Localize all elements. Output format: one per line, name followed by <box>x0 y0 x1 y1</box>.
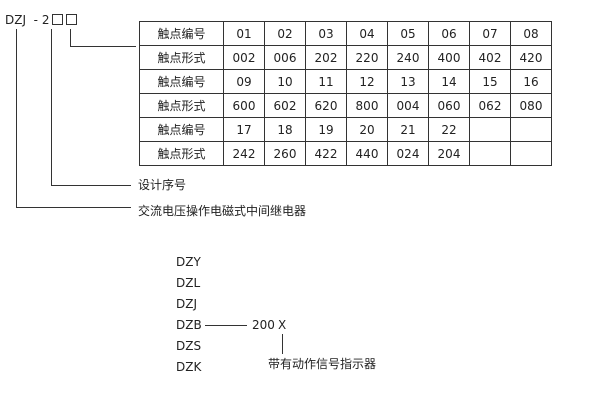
design-no-label: 设计序号 <box>138 178 187 192</box>
table-cell: 060 <box>428 93 470 118</box>
table-cell: 20 <box>346 117 388 142</box>
table-cell: 04 <box>346 21 388 46</box>
table-cell: 18 <box>264 117 306 142</box>
table-cell: 240 <box>387 45 429 70</box>
table-cell: 402 <box>469 45 511 70</box>
table-cell: 06 <box>428 21 470 46</box>
table-cell <box>469 117 511 142</box>
table-cell: 02 <box>264 21 306 46</box>
placeholder-box <box>52 14 64 25</box>
row-header: 触点编号 <box>139 117 224 142</box>
table-cell <box>469 141 511 166</box>
row-header: 触点形式 <box>139 141 224 166</box>
connector-line <box>16 207 131 208</box>
table-cell: 260 <box>264 141 306 166</box>
connector-line <box>205 325 247 326</box>
series-code: 200 <box>252 318 275 332</box>
table-cell: 22 <box>428 117 470 142</box>
table-cell <box>510 117 552 142</box>
suffix-note: 带有动作信号指示器 <box>268 357 377 371</box>
model-digit: 2 <box>41 13 50 27</box>
table-cell: 07 <box>469 21 511 46</box>
table-cell: 080 <box>510 93 552 118</box>
table-cell: 420 <box>510 45 552 70</box>
series-item: DZK <box>176 360 202 374</box>
table-cell: 13 <box>387 69 429 94</box>
table-row: 触点编号 17 18 19 20 21 22 <box>139 117 552 142</box>
table-cell: 01 <box>223 21 265 46</box>
table-cell: 05 <box>387 21 429 46</box>
connector-line <box>70 46 136 47</box>
series-item: DZB <box>176 318 202 332</box>
table-cell <box>510 141 552 166</box>
series-item: DZS <box>176 339 202 353</box>
table-cell: 220 <box>346 45 388 70</box>
series-item: DZJ <box>176 297 197 311</box>
table-row: 触点编号 01 02 03 04 05 06 07 08 <box>139 21 552 46</box>
table-cell: 09 <box>223 69 265 94</box>
model-dash: - <box>33 13 38 27</box>
connector-line <box>282 334 283 354</box>
series-suffix: X <box>278 318 287 332</box>
table-row: 触点形式 242 260 422 440 024 204 <box>139 141 552 166</box>
table-cell: 002 <box>223 45 265 70</box>
row-header: 触点形式 <box>139 45 224 70</box>
table-cell: 10 <box>264 69 306 94</box>
table-cell: 11 <box>305 69 347 94</box>
table-row: 触点编号 09 10 11 12 13 14 15 16 <box>139 69 552 94</box>
table-cell: 19 <box>305 117 347 142</box>
table-cell: 14 <box>428 69 470 94</box>
connector-line <box>51 185 131 186</box>
table-cell: 620 <box>305 93 347 118</box>
contact-table: 触点编号 01 02 03 04 05 06 07 08 触点形式 002 006 202 220 240 4… <box>139 21 552 166</box>
table-row: 触点形式 600 602 620 800 004 060 062 080 <box>139 93 552 118</box>
table-cell: 004 <box>387 93 429 118</box>
table-cell: 422 <box>305 141 347 166</box>
table-cell: 440 <box>346 141 388 166</box>
placeholder-box <box>66 14 78 25</box>
row-header: 触点形式 <box>139 93 224 118</box>
table-cell: 08 <box>510 21 552 46</box>
table-row: 触点形式 002 006 202 220 240 400 402 420 <box>139 45 552 70</box>
model-prefix: DZJ <box>5 13 26 27</box>
row-header: 触点编号 <box>139 21 224 46</box>
table-cell: 242 <box>223 141 265 166</box>
connector-line <box>70 29 71 46</box>
table-cell: 400 <box>428 45 470 70</box>
table-cell: 024 <box>387 141 429 166</box>
connector-line <box>16 29 17 207</box>
table-cell: 204 <box>428 141 470 166</box>
table-cell: 006 <box>264 45 306 70</box>
connector-line <box>51 29 52 185</box>
table-cell: 17 <box>223 117 265 142</box>
model-code: DZJ - 2 <box>5 13 78 27</box>
table-cell: 800 <box>346 93 388 118</box>
row-header: 触点编号 <box>139 69 224 94</box>
table-cell: 15 <box>469 69 511 94</box>
table-cell: 062 <box>469 93 511 118</box>
table-cell: 21 <box>387 117 429 142</box>
table-cell: 16 <box>510 69 552 94</box>
table-cell: 202 <box>305 45 347 70</box>
table-cell: 600 <box>223 93 265 118</box>
series-item: DZY <box>176 255 201 269</box>
relay-type-label: 交流电压操作电磁式中间继电器 <box>138 204 307 218</box>
table-cell: 602 <box>264 93 306 118</box>
table-cell: 03 <box>305 21 347 46</box>
table-cell: 12 <box>346 69 388 94</box>
series-item: DZL <box>176 276 201 290</box>
